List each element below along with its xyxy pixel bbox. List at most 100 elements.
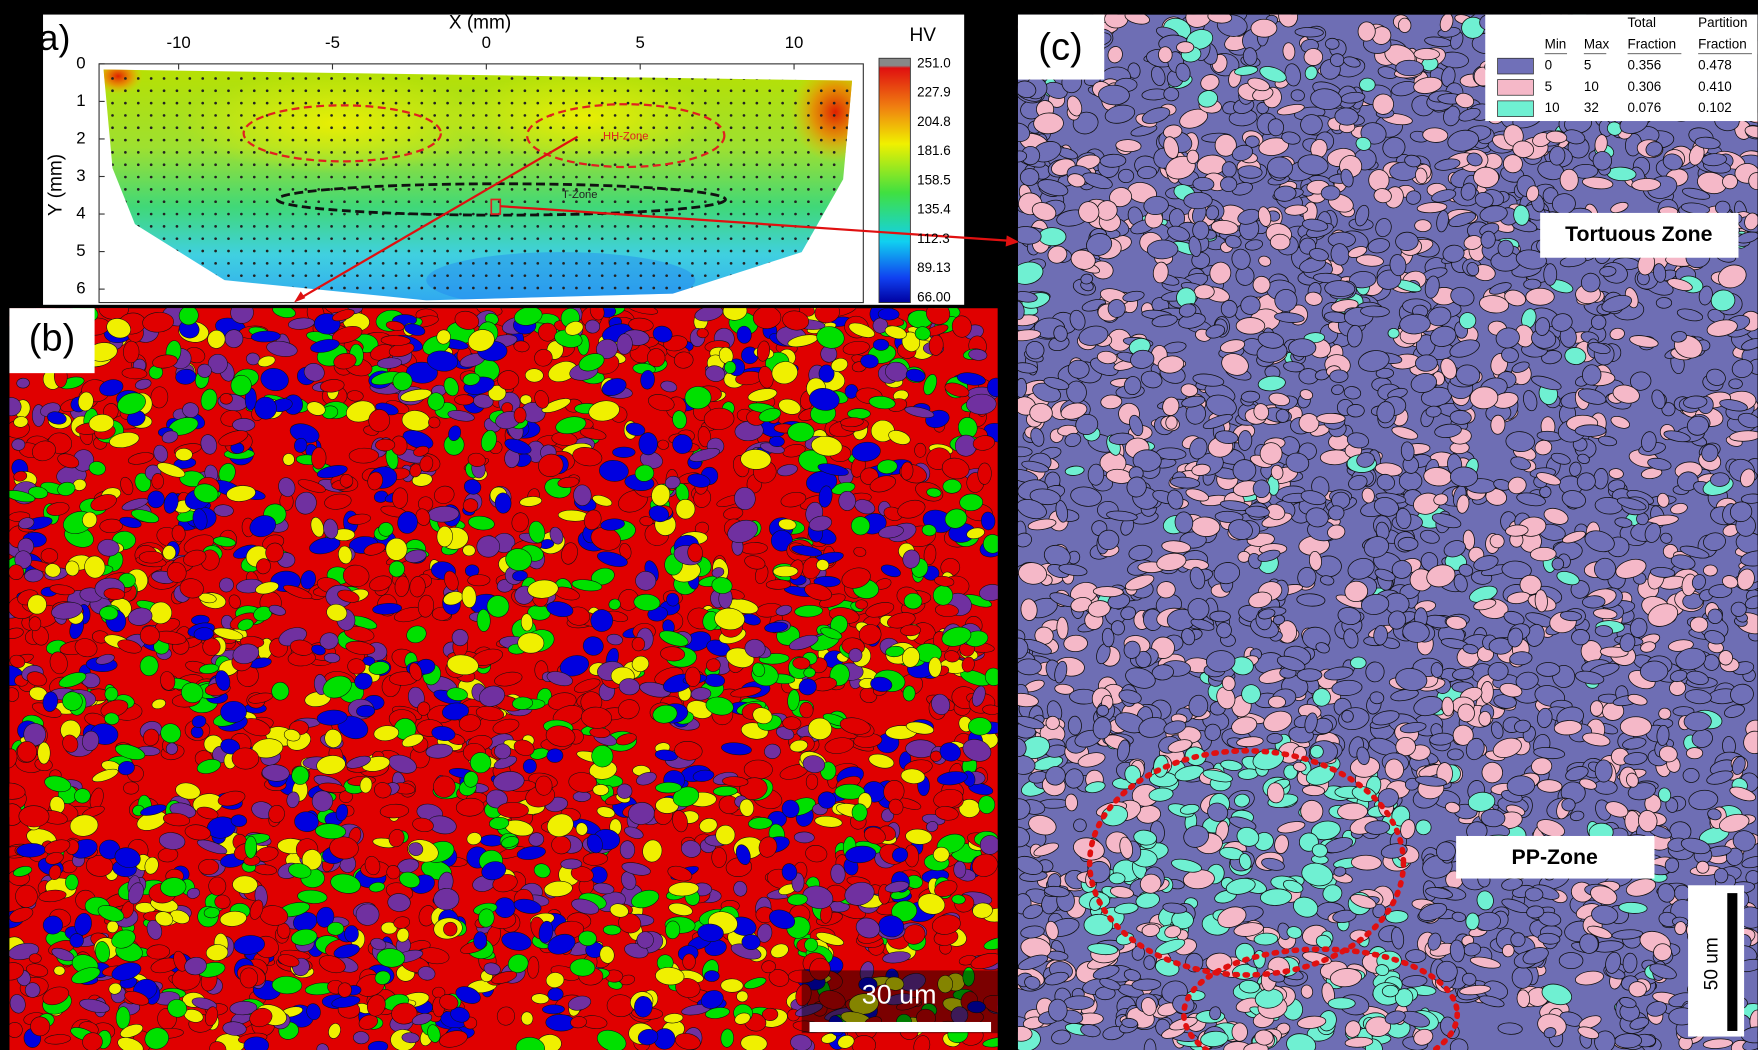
measure-point [716, 138, 720, 142]
measure-point [291, 126, 295, 130]
kam-map [1017, 14, 1758, 1050]
y-axis-label: Y (mm) [46, 154, 67, 216]
measure-point [407, 200, 411, 204]
measure-point [613, 175, 617, 179]
measure-point [304, 138, 308, 142]
measure-point [781, 237, 784, 241]
measure-point [536, 126, 540, 130]
measure-point [703, 212, 707, 216]
measure-point [446, 77, 449, 80]
measure-point [356, 175, 359, 179]
measure-point [304, 163, 308, 167]
measure-point [265, 200, 269, 204]
measure-point [252, 261, 256, 265]
grain [294, 811, 319, 833]
measure-point [587, 101, 591, 105]
measure-point [149, 114, 153, 117]
measure-point [819, 212, 823, 216]
measure-point [214, 114, 217, 117]
grain [208, 876, 227, 896]
measure-point [652, 249, 656, 253]
measure-point [304, 225, 308, 228]
measure-point [227, 212, 230, 216]
measure-point [536, 138, 540, 142]
measure-point [317, 101, 321, 105]
grain [1398, 470, 1423, 491]
grain [9, 994, 26, 1014]
measure-point [794, 163, 797, 167]
measure-point [471, 126, 475, 130]
measure-point [111, 138, 114, 142]
measure-point [124, 114, 127, 117]
measure-point [703, 89, 707, 93]
measure-point [124, 175, 127, 179]
measure-point [162, 126, 166, 130]
measure-point [394, 274, 398, 278]
grain [570, 1016, 587, 1029]
measure-point [484, 114, 488, 117]
grain [427, 1024, 441, 1043]
measure-point [407, 237, 411, 241]
measure-point [549, 249, 553, 253]
measure-point [214, 77, 217, 80]
measure-point [136, 138, 140, 142]
measure-point [214, 212, 217, 216]
measure-point [703, 237, 707, 241]
measure-point [781, 126, 784, 130]
measure-point [394, 114, 398, 117]
measure-point [471, 151, 475, 154]
grain [191, 997, 218, 1010]
measure-point [652, 274, 656, 278]
measure-point [652, 286, 656, 290]
measure-point [639, 89, 643, 93]
measure-point [742, 126, 746, 130]
measure-point [575, 163, 578, 167]
measure-point [807, 212, 810, 216]
measure-point [214, 151, 217, 154]
measure-point [678, 200, 681, 204]
measure-point [227, 225, 230, 228]
measure-point [175, 175, 179, 179]
grain [977, 462, 992, 485]
grain [375, 438, 396, 452]
grain [848, 993, 879, 1015]
measure-point [356, 77, 359, 80]
measure-point [549, 126, 553, 130]
measure-point [317, 249, 321, 253]
measure-point [807, 151, 810, 154]
measure-point [652, 89, 656, 93]
measure-point [252, 175, 256, 179]
measure-point [523, 126, 527, 130]
measure-point [420, 126, 424, 130]
measure-point [587, 249, 591, 253]
measure-point [252, 237, 256, 241]
measure-point [536, 249, 540, 253]
measure-point [304, 175, 308, 179]
measure-point [691, 151, 694, 154]
grain [675, 1033, 701, 1050]
measure-point [459, 151, 462, 154]
measure-point [768, 237, 772, 241]
measure-point [330, 249, 333, 253]
measure-point [446, 225, 449, 228]
measure-point [407, 89, 411, 93]
grain [931, 693, 951, 715]
measure-point [639, 249, 643, 253]
measure-point [510, 200, 514, 204]
grain [619, 974, 636, 986]
measure-point [124, 151, 127, 154]
measure-point [124, 138, 127, 142]
measure-point [214, 188, 217, 191]
measure-point [807, 89, 810, 93]
measure-point [124, 163, 127, 167]
measure-point [832, 114, 836, 117]
measure-point [446, 89, 449, 93]
measure-point [188, 114, 192, 117]
measure-point [716, 101, 720, 105]
measure-point [832, 138, 836, 142]
measure-point [523, 237, 527, 241]
measure-point [433, 114, 437, 117]
measure-point [484, 126, 488, 130]
measure-point [536, 237, 540, 241]
